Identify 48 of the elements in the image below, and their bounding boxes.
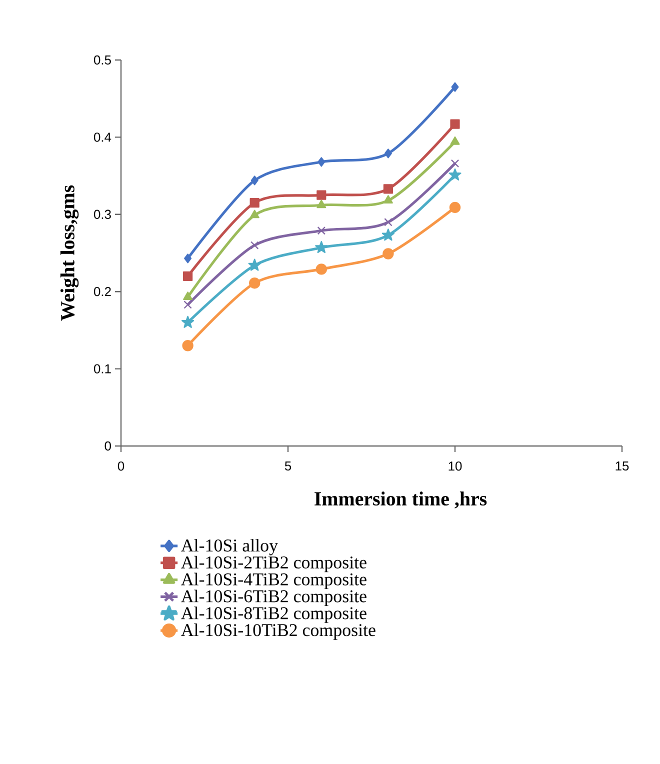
y-axis-title: Weight loss,gms (60, 185, 79, 321)
point (250, 176, 258, 186)
point (250, 210, 260, 218)
point (184, 254, 192, 264)
y-tick-label: 0.1 (94, 364, 111, 374)
y-tick-label: 0.5 (94, 55, 111, 65)
legend-label: Al-10Si-6TiB2 composite (181, 590, 366, 606)
point (317, 226, 326, 235)
x-tick-label: 15 (616, 462, 629, 471)
point (248, 258, 261, 271)
point (382, 248, 394, 260)
point (183, 271, 193, 281)
legend-label: Al-10Si-10TiB2 composite (181, 624, 376, 640)
point (316, 200, 326, 208)
y-tick-label: 0.4 (94, 132, 112, 142)
legend-label: Al-10Si-8TiB2 composite (181, 606, 366, 623)
x-tick-label: 10 (448, 462, 462, 471)
y-tick-label: 0.2 (94, 287, 111, 296)
point (249, 278, 260, 289)
point (450, 136, 460, 145)
point (448, 168, 462, 180)
legend-label: Al-10Si-2TiB2 composite (181, 556, 366, 572)
point (316, 264, 327, 275)
point (315, 240, 328, 254)
legend-label: Al-10Si-4TiB2 composite (181, 572, 366, 590)
point (316, 190, 326, 200)
legend-label: Al-10Si alloy (181, 538, 278, 556)
x-tick-label: 5 (284, 462, 292, 471)
point (450, 119, 460, 129)
point (181, 316, 194, 328)
y-tick-label: 0 (104, 441, 111, 451)
point (250, 241, 259, 250)
point (250, 198, 260, 208)
point (383, 195, 393, 204)
point (182, 340, 194, 352)
point (384, 218, 392, 226)
point (451, 82, 459, 92)
point (183, 292, 193, 300)
point (184, 300, 192, 309)
point (383, 184, 393, 194)
y-tick-label: 0.3 (94, 210, 111, 219)
point (449, 202, 461, 214)
point (384, 148, 392, 158)
point (318, 157, 326, 167)
x-axis-title: Immersion time ,hrs (314, 492, 487, 508)
point (382, 228, 395, 241)
point (450, 159, 460, 168)
x-tick-label: 0 (118, 462, 124, 471)
